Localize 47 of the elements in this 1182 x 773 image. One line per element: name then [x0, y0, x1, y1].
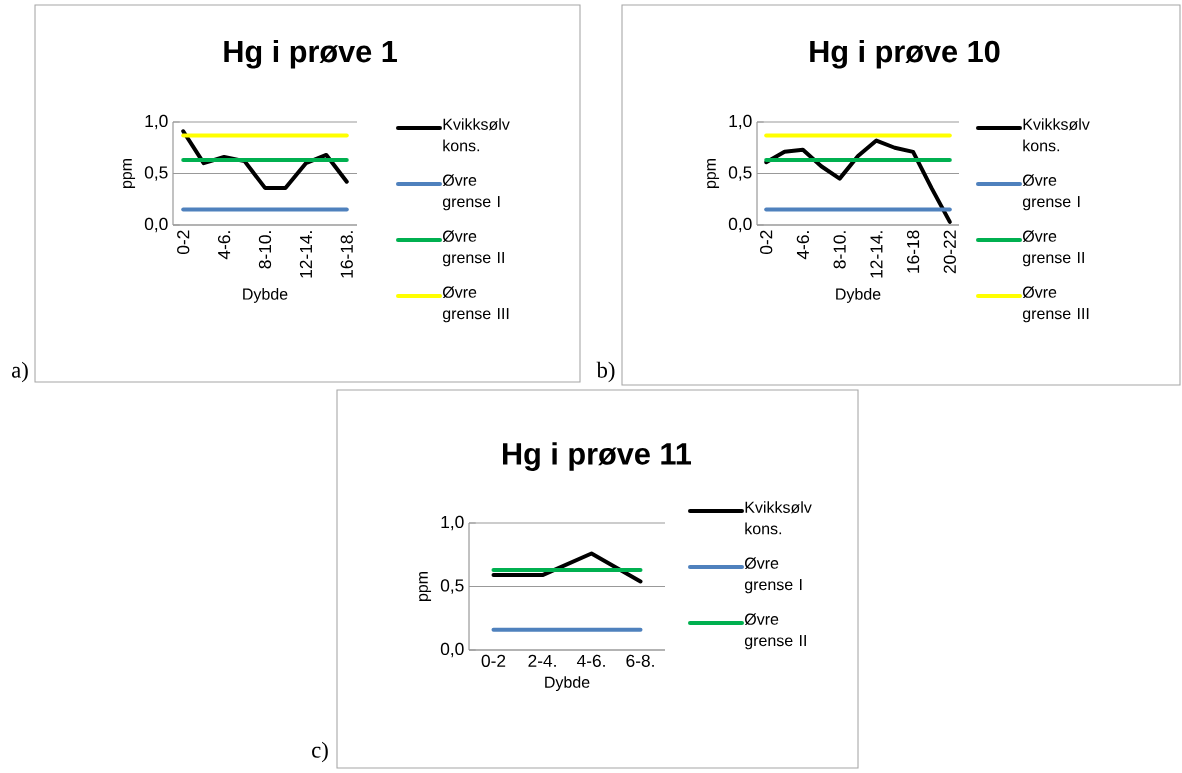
legend-label: Kvikksølv kons.	[1023, 118, 1090, 152]
x-tick-label: 12-14.	[870, 231, 883, 278]
y-tick-label: 1,0	[441, 515, 464, 531]
legend-label: Øvre grense I	[744, 557, 802, 594]
x-tick-label: 16-18.	[340, 231, 353, 278]
chart-title: Hg i prøve 10	[810, 39, 1000, 69]
x-tick-label: 6-8.	[626, 654, 654, 667]
legend-label: Øvre grense III	[442, 286, 509, 323]
x-tick-label: 2-4.	[528, 654, 556, 667]
text: c)	[312, 741, 328, 763]
legend-label: Øvre grense III	[1022, 286, 1089, 323]
x-tick-label: 12-14.	[299, 231, 312, 278]
x-axis-title: Dybde	[243, 288, 288, 303]
x-tick-label: 0-2	[481, 654, 506, 667]
legend-label: Øvre grense II	[744, 613, 806, 650]
x-tick-label: 0-2	[177, 230, 190, 255]
y-tick-label: 1,0	[729, 114, 752, 130]
x-tick-label: 8-10.	[833, 231, 846, 269]
y-tick-label: 0,5	[440, 579, 464, 594]
x-tick-label: 4-6.	[576, 654, 605, 667]
y-tick-label: 0,0	[144, 217, 168, 233]
legend-label: Øvre grense I	[1022, 174, 1080, 211]
x-tick-label: 0-2	[760, 230, 773, 255]
y-tick-label: 0,5	[728, 166, 752, 181]
x-tick-label: 16-18	[906, 230, 920, 273]
legend-label: Øvre grense II	[442, 230, 504, 267]
y-tick-label: 0,0	[728, 217, 752, 233]
legend-label: Kvikksølv kons.	[443, 118, 510, 152]
x-tick-label: 20-22	[943, 230, 956, 274]
chart-title: Hg i prøve 1	[224, 39, 397, 69]
y-tick-label: 1,0	[145, 114, 168, 130]
x-tick-label: 4-6.	[217, 231, 231, 260]
chart-title: Hg i prøve 11	[503, 442, 692, 471]
y-tick-label: 0,0	[440, 642, 464, 658]
legend-label: Kvikksølv kons.	[745, 501, 812, 535]
x-tick-label: 8-10.	[258, 231, 272, 269]
x-axis-title: Dybde	[545, 676, 590, 692]
x-tick-label: 4-6.	[796, 231, 810, 260]
y-axis-title: ppm	[419, 571, 432, 602]
text: a)	[12, 361, 28, 383]
x-axis-title: Dybde	[836, 288, 881, 303]
text: b)	[596, 361, 615, 383]
y-tick-label: 0,5	[144, 166, 168, 181]
y-axis-title: ppm	[123, 158, 136, 189]
legend-label: Øvre grense I	[442, 174, 500, 211]
y-axis-title: ppm	[707, 158, 720, 189]
legend-label: Øvre grense II	[1022, 230, 1084, 267]
